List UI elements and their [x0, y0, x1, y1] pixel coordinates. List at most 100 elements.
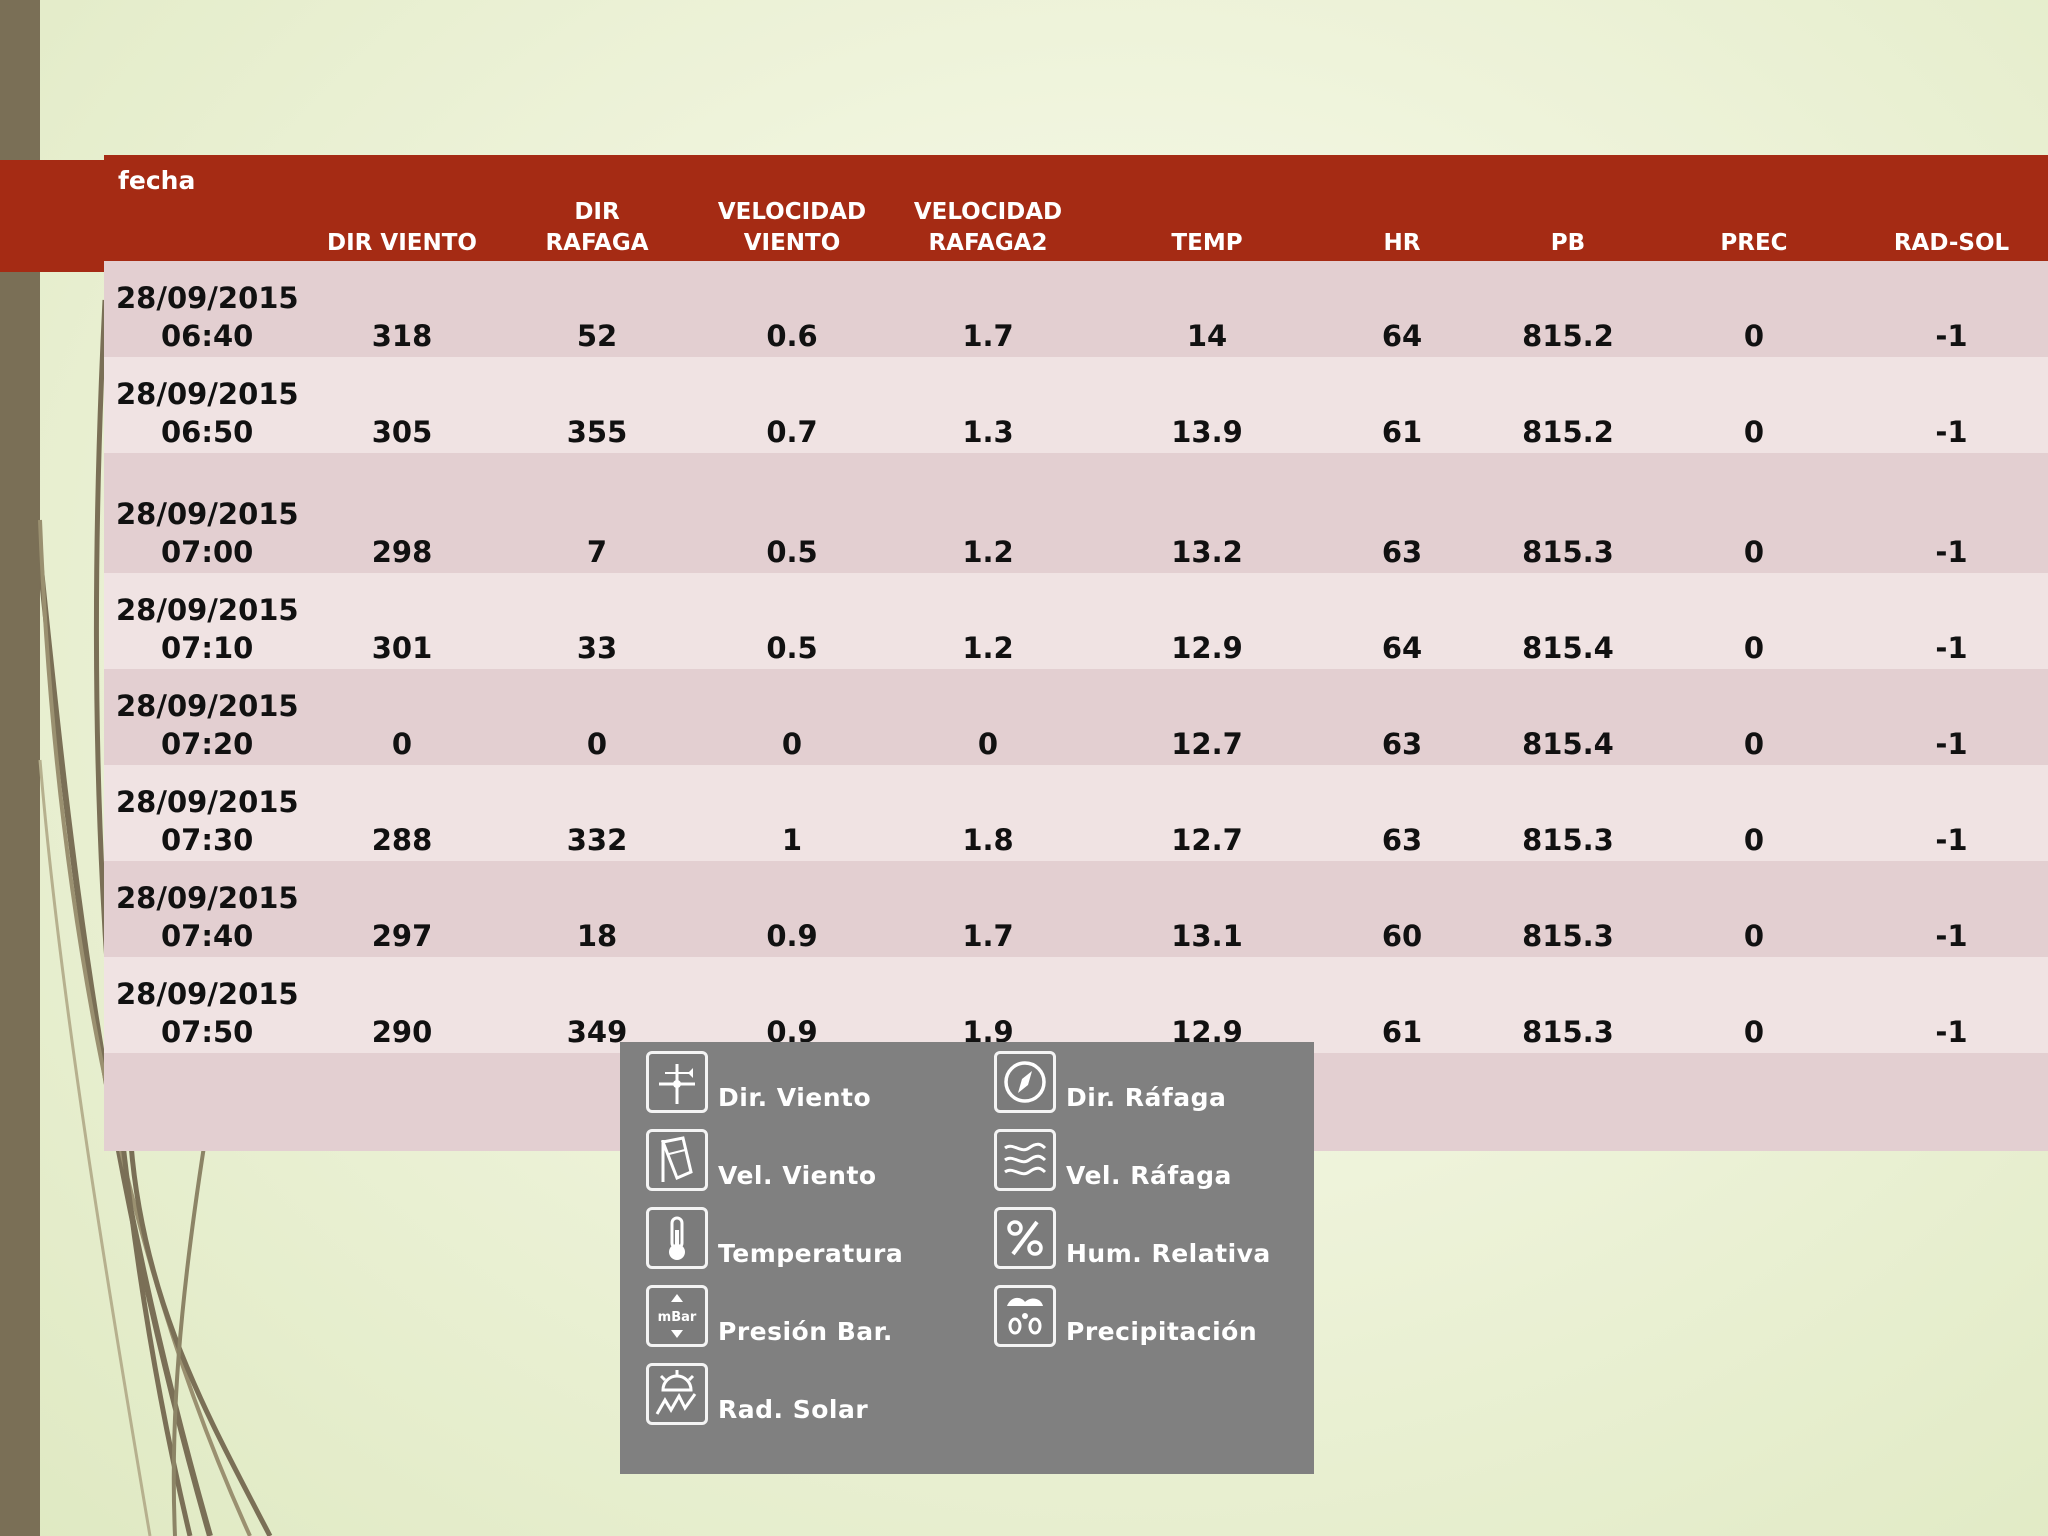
header-dir-rafaga: DIR RAFAGA: [493, 155, 701, 261]
cell-time: 06:40: [161, 319, 254, 353]
header-hr: HR: [1321, 155, 1483, 261]
cell-pb: 815.3: [1483, 453, 1653, 573]
cell-vel-viento: 0.9: [701, 957, 883, 1053]
barometer-icon: mBar: [646, 1285, 708, 1347]
cell-pb: 815.2: [1483, 261, 1653, 357]
cell-time: 07:40: [161, 919, 254, 953]
cell-hr: 61: [1321, 357, 1483, 453]
cell-time: 07:20: [161, 727, 254, 761]
cell-rad-sol: -1: [1855, 357, 2048, 453]
header-velocidad-rafaga: VELOCIDAD RAFAGA2: [883, 155, 1093, 261]
cell-dir-rafaga: 18: [493, 861, 701, 957]
cell-fecha: 28/09/2015 07:40: [104, 861, 311, 957]
cell-dir-viento: 305: [311, 357, 493, 453]
cell-date: 28/09/2015: [116, 977, 299, 1011]
weather-data-table: fecha DIR VIENTO DIR RAFAGA VELOCIDAD VIEN…: [104, 155, 2048, 1151]
cell-prec: 0: [1653, 765, 1855, 861]
cell-dir-rafaga: 52: [493, 261, 701, 357]
compass-icon: [994, 1051, 1056, 1113]
cell-dir-viento: 288: [311, 765, 493, 861]
cell-dir-rafaga: 33: [493, 573, 701, 669]
cell-temp: 12.7: [1093, 765, 1321, 861]
cell-time: 07:00: [161, 535, 254, 569]
cell-vel-viento: 0.7: [701, 357, 883, 453]
cell-date: 28/09/2015: [116, 497, 299, 531]
rain-drops-icon: [994, 1285, 1056, 1347]
cell-pb: 815.3: [1483, 957, 1653, 1053]
cell-time: 07:10: [161, 631, 254, 665]
cell-temp: 13.1: [1093, 861, 1321, 957]
cell-time: 07:30: [161, 823, 254, 857]
cell-fecha: 28/09/2015 07:30: [104, 765, 311, 861]
cell-dir-viento: 297: [311, 861, 493, 957]
cell-hr: 63: [1321, 669, 1483, 765]
cell-vel-viento: 0.5: [701, 573, 883, 669]
cell-vel-viento: 0.6: [701, 261, 883, 357]
cell-dir-viento: 318: [311, 261, 493, 357]
header-velocidad-viento-line1: VELOCIDAD: [717, 199, 867, 225]
cell-pb: 815.2: [1483, 357, 1653, 453]
cell-temp: 14: [1093, 261, 1321, 357]
legend-label: Dir. Viento: [718, 1083, 872, 1112]
header-dir-rafaga-line2: RAFAGA: [545, 230, 649, 256]
cell-hr: 61: [1321, 957, 1483, 1053]
cell-rad-sol: -1: [1855, 861, 2048, 957]
header-dir-rafaga-line1: DIR: [574, 199, 620, 225]
cell-pb: 815.3: [1483, 861, 1653, 957]
cell-prec: 0: [1653, 957, 1855, 1053]
header-dir-viento: DIR VIENTO: [311, 155, 493, 261]
table-row: 28/09/2015 07:10 301 33 0.5 1.2 12.9 64 8…: [104, 573, 2048, 669]
legend-label: Rad. Solar: [718, 1395, 869, 1424]
sun-icon: [646, 1363, 708, 1425]
cell-vel-viento: 0.5: [701, 453, 883, 573]
cell-vel-rafaga: 1.3: [883, 357, 1093, 453]
cell-rad-sol: -1: [1855, 261, 2048, 357]
cell-time: 06:50: [161, 415, 254, 449]
legend-label: Hum. Relativa: [1066, 1239, 1271, 1268]
header-velocidad-rafaga-line2: RAFAGA2: [928, 230, 1048, 256]
table-row: 28/09/2015 06:50 305 355 0.7 1.3 13.9 61 …: [104, 357, 2048, 453]
sensor-legend: Dir. Viento Dir. Ráfaga Vel. Viento Vel.…: [620, 1042, 1314, 1474]
gust-waves-icon: [994, 1129, 1056, 1191]
cell-temp: 12.9: [1093, 573, 1321, 669]
cell-dir-rafaga: 332: [493, 765, 701, 861]
table-row: 28/09/2015 07:00 298 7 0.5 1.2 13.2 63 81…: [104, 453, 2048, 573]
cell-dir-rafaga: 7: [493, 453, 701, 573]
cell-fecha: 28/09/2015 07:50: [104, 957, 311, 1053]
cell-rad-sol: -1: [1855, 669, 2048, 765]
cell-vel-rafaga: 1.7: [883, 861, 1093, 957]
windsock-icon: [646, 1129, 708, 1191]
table-row: 28/09/2015 06:40 318 52 0.6 1.7 14 64 815…: [104, 261, 2048, 357]
table-header-row: fecha DIR VIENTO DIR RAFAGA VELOCIDAD VIEN…: [104, 155, 2048, 261]
wind-vane-icon: [646, 1051, 708, 1113]
cell-prec: 0: [1653, 861, 1855, 957]
cell-prec: 0: [1653, 669, 1855, 765]
cell-vel-viento: 1: [701, 765, 883, 861]
cell-temp: 13.2: [1093, 453, 1321, 573]
cell-vel-rafaga: 1.7: [883, 261, 1093, 357]
cell-date: 28/09/2015: [116, 593, 299, 627]
header-velocidad-rafaga-line1: VELOCIDAD: [913, 199, 1063, 225]
cell-hr: 60: [1321, 861, 1483, 957]
cell-temp: 13.9: [1093, 357, 1321, 453]
header-velocidad-viento-line2: VIENTO: [743, 230, 841, 256]
cell-date: 28/09/2015: [116, 377, 299, 411]
barometer-icon-text: mBar: [658, 1310, 697, 1325]
legend-label: Precipitación: [1066, 1317, 1258, 1346]
cell-dir-viento: 301: [311, 573, 493, 669]
header-prec: PREC: [1653, 155, 1855, 261]
cell-temp: 12.7: [1093, 669, 1321, 765]
cell-rad-sol: -1: [1855, 453, 2048, 573]
cell-dir-rafaga: 349: [493, 957, 701, 1053]
thermometer-icon: [646, 1207, 708, 1269]
cell-dir-viento: 298: [311, 453, 493, 573]
percent-icon: [994, 1207, 1056, 1269]
cell-vel-rafaga: 1.8: [883, 765, 1093, 861]
legend-label: Presión Bar.: [718, 1317, 893, 1346]
cell-dir-viento: 290: [311, 957, 493, 1053]
cell-rad-sol: -1: [1855, 957, 2048, 1053]
cell-pb: 815.3: [1483, 765, 1653, 861]
legend-label: Vel. Ráfaga: [1066, 1161, 1232, 1190]
cell-vel-rafaga: 1.2: [883, 573, 1093, 669]
legend-label: Dir. Ráfaga: [1066, 1083, 1227, 1112]
